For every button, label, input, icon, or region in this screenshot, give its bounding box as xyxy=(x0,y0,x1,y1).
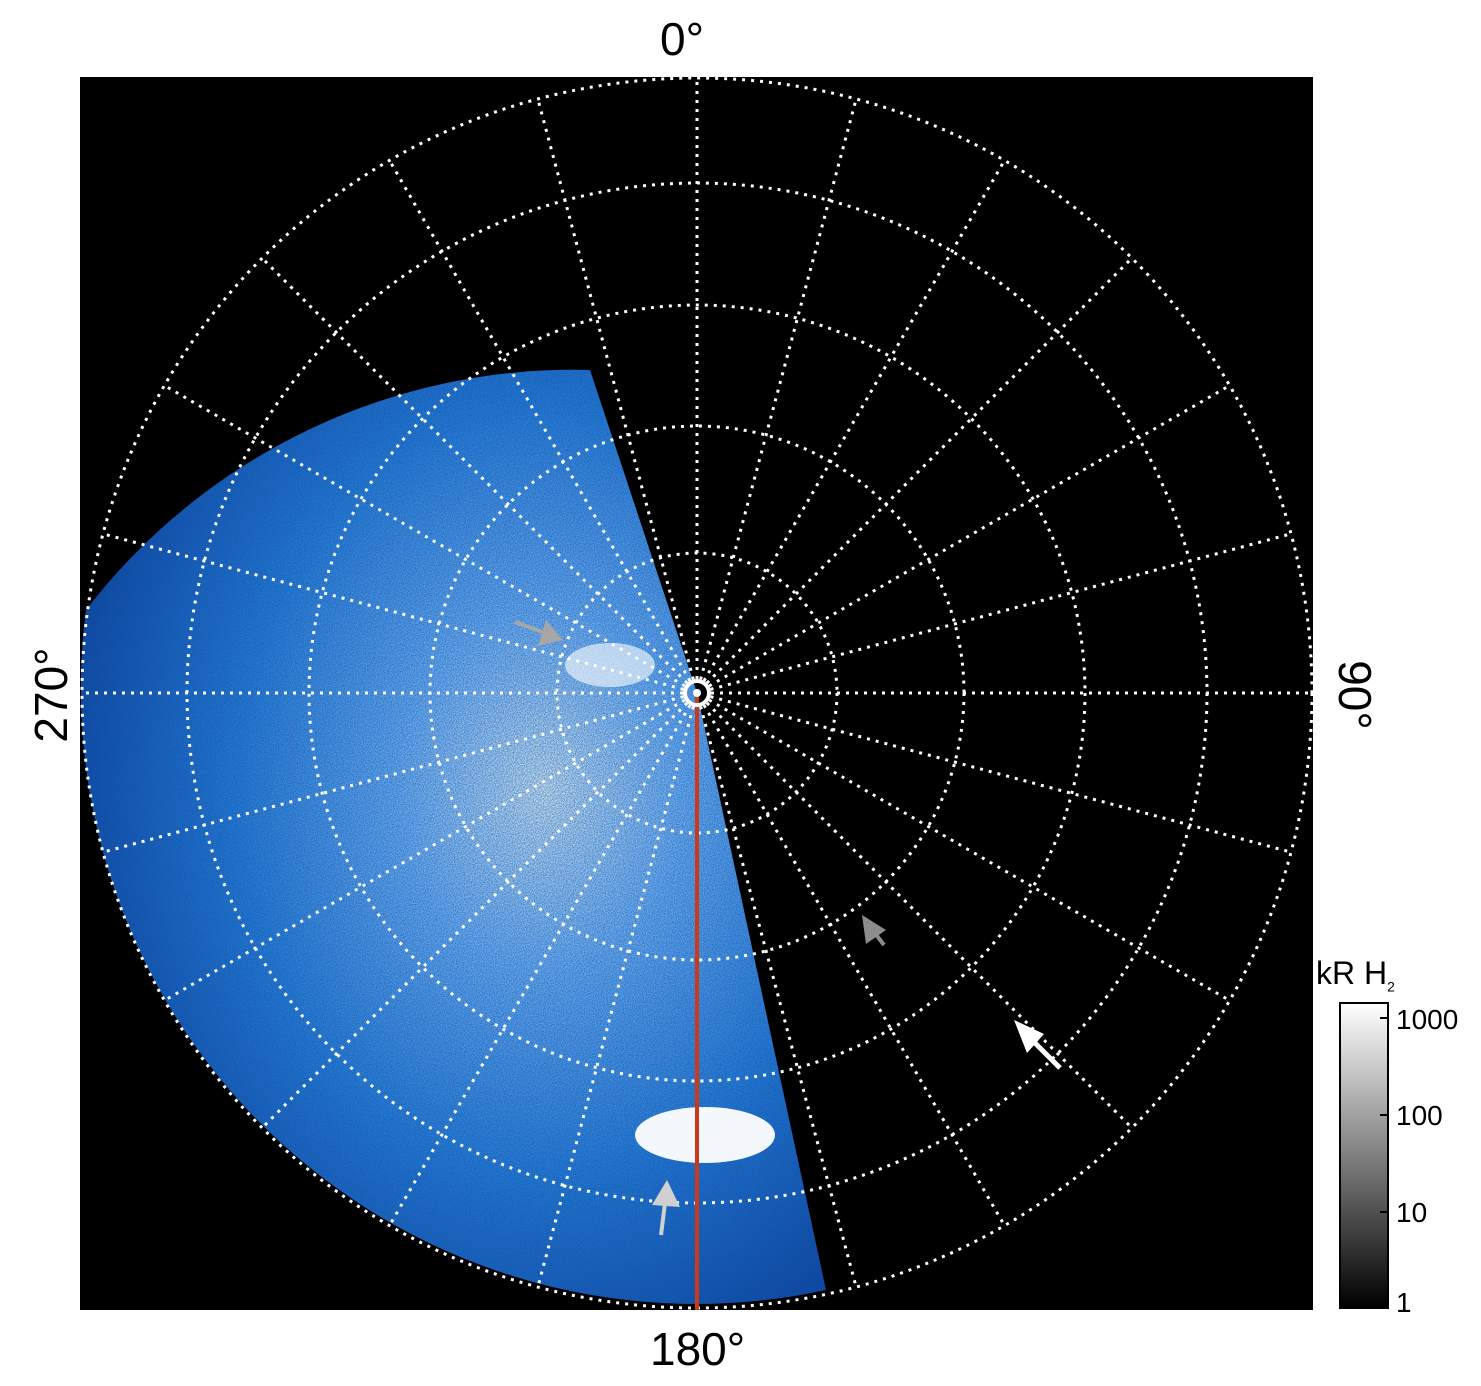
grid-spoke xyxy=(699,98,858,680)
grid-spoke xyxy=(699,706,858,1288)
grid-spoke xyxy=(102,695,684,854)
grid-spoke xyxy=(261,701,689,1129)
grid-spoke xyxy=(102,532,684,691)
grid-spoke xyxy=(388,159,692,682)
grid-spoke xyxy=(705,257,1133,685)
grid-spoke xyxy=(536,98,695,680)
grid-spoke xyxy=(708,698,1231,1002)
colorbar-title-main: kR H xyxy=(1316,955,1388,991)
axis-label-bottom: 180° xyxy=(650,1323,746,1375)
gray-arrow-icon xyxy=(652,1180,680,1236)
grid-spoke xyxy=(163,698,686,1002)
grid-spoke xyxy=(710,695,1292,854)
grid-spoke xyxy=(536,706,695,1288)
colorbar-tick: 10 xyxy=(1396,1197,1428,1228)
colorbar-tick: 100 xyxy=(1396,1100,1443,1131)
grid-spoke xyxy=(388,704,692,1227)
grid-spoke xyxy=(702,704,1006,1227)
colorbar xyxy=(1339,1002,1389,1309)
emission-noise-texture xyxy=(80,369,827,1304)
bright-spot-lower xyxy=(635,1107,775,1163)
grid-spoke xyxy=(708,384,1231,688)
gray-arrow-icon xyxy=(514,620,563,646)
pole-marker-icon xyxy=(683,679,711,707)
grid-spoke xyxy=(710,532,1292,691)
colorbar-title-sub: 2 xyxy=(1387,978,1395,995)
gray-arrow-icon xyxy=(862,915,886,947)
grid-spoke xyxy=(261,257,689,685)
grid-spokes xyxy=(82,78,1312,1308)
axis-label-left: 270° xyxy=(25,647,77,743)
axis-label-right: 90° xyxy=(1329,660,1381,730)
grid-spoke xyxy=(705,701,1133,1129)
colorbar-tick: 1 xyxy=(1396,1287,1412,1318)
grid-spoke xyxy=(702,159,1006,682)
axis-label-top: 0° xyxy=(660,13,704,65)
grid-spoke xyxy=(163,384,686,688)
bright-spot-upper xyxy=(565,643,655,687)
colorbar-title: kR H2 xyxy=(1316,955,1395,994)
white-arrow-icon xyxy=(1014,1020,1062,1070)
colorbar-tick: 1000 xyxy=(1396,1004,1459,1035)
